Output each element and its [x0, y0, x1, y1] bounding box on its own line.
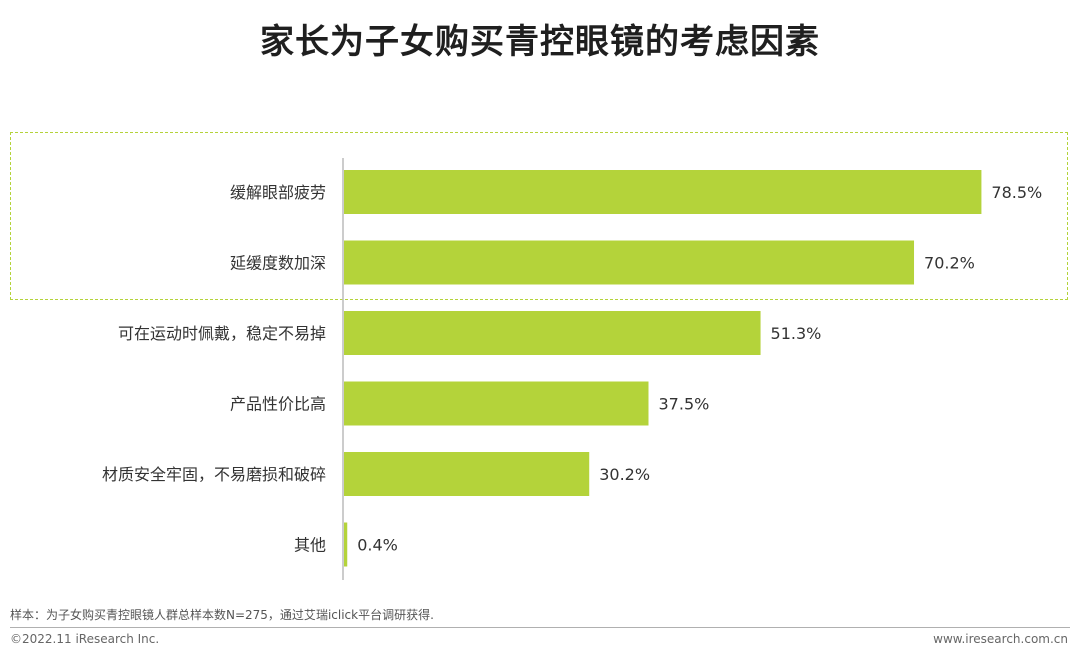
copyright-text: ©2022.11 iResearch Inc. [10, 632, 160, 646]
data-label: 78.5% [991, 183, 1042, 202]
data-label: 37.5% [659, 395, 710, 414]
category-label: 缓解眼部疲劳 [230, 183, 326, 202]
chart-title: 家长为子女购买青控眼镜的考虑因素 [260, 22, 820, 62]
bar [344, 240, 915, 285]
highlight-frame [10, 132, 1068, 300]
data-label: 30.2% [599, 465, 650, 484]
data-label: 70.2% [924, 254, 975, 273]
footer-divider [10, 627, 1070, 628]
data-label: 0.4% [357, 536, 398, 555]
category-label: 可在运动时佩戴，稳定不易掉 [118, 324, 326, 343]
bar [344, 452, 590, 496]
website-link[interactable]: www.iresearch.com.cn [933, 632, 1068, 646]
category-label: 其他 [294, 536, 326, 555]
bar [344, 170, 982, 214]
bar [344, 522, 348, 567]
category-label: 延缓度数加深 [230, 254, 326, 273]
bar [344, 311, 761, 355]
bar [344, 381, 649, 426]
category-label: 产品性价比高 [230, 395, 326, 414]
bar-chart: 缓解眼部疲劳 78.5% 延缓度数加深 70.2% 可在运动时佩戴，稳定不易掉 51.3%… [102, 158, 1042, 580]
data-label: 51.3% [771, 324, 822, 343]
source-note: 样本：为子女购买青控眼镜人群总样本数N=275，通过艾瑞iclick平台调研获得… [10, 608, 434, 622]
category-label: 材质安全牢固，不易磨损和破碎 [102, 465, 326, 484]
